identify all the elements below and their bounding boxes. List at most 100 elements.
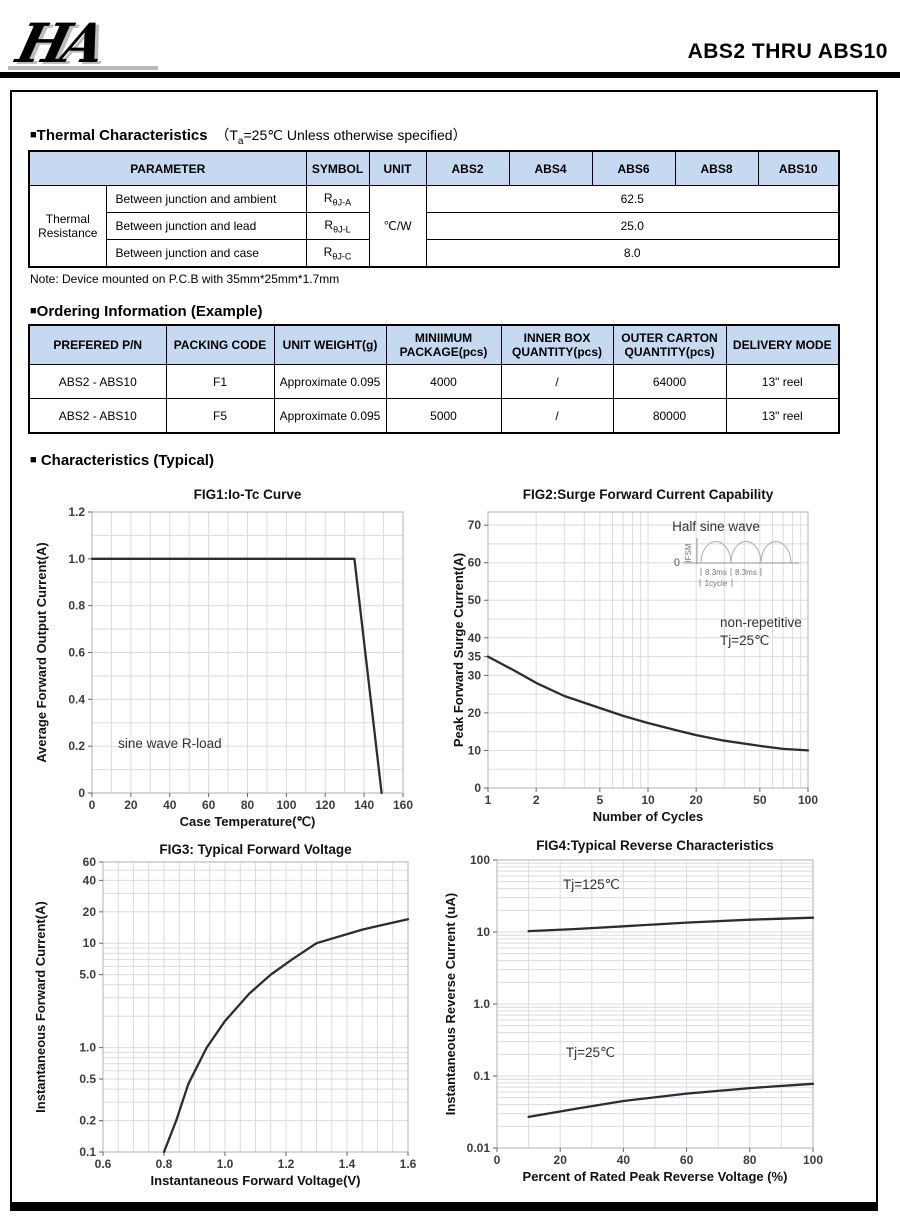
svg-text:FIG3: Typical Forward Voltage: FIG3: Typical Forward Voltage <box>159 842 352 857</box>
svg-text:40: 40 <box>163 798 177 812</box>
cell: F5 <box>165 398 275 434</box>
col-header-unit-weight: UNIT WEIGHT(g) <box>273 324 387 365</box>
thermal-note: Note: Device mounted on P.C.B with 35mm*… <box>30 272 340 286</box>
unit-cell: ℃/W <box>368 185 427 268</box>
svg-text:120: 120 <box>315 798 335 812</box>
svg-text:100: 100 <box>470 853 490 867</box>
parameter-cell: Between junction and case <box>105 239 307 268</box>
fig3-forward-voltage-chart: 0.6 0.8 1.0 1.2 1.4 1.6 0.1 0.2 0.5 1.0 5.0 10 20 40 6… <box>33 842 417 1188</box>
col-header-abs8: ABS8 <box>674 150 759 186</box>
logo-underline <box>8 66 158 70</box>
value-cell: 62.5 <box>425 185 840 213</box>
page-title: ABS2 THRU ABS10 <box>687 40 888 63</box>
svg-text:0.2: 0.2 <box>68 739 85 753</box>
svg-text:0: 0 <box>78 786 85 800</box>
bullet-icon: ■ <box>30 454 37 466</box>
svg-text:50: 50 <box>753 793 767 807</box>
svg-text:20: 20 <box>468 706 482 720</box>
thermal-section-heading: ■Thermal Characteristics （Ta=25℃ Unless … <box>30 125 467 147</box>
svg-text:20: 20 <box>83 905 97 919</box>
cell: 13" reel <box>725 364 840 399</box>
svg-text:5: 5 <box>596 793 603 807</box>
svg-text:10: 10 <box>83 936 97 950</box>
fig4-reverse-characteristics-chart: 0 20 40 60 80 100 0.01 0.1 1.0 10 100 FIG4:Typical … <box>443 838 823 1184</box>
svg-text:140: 140 <box>354 798 374 812</box>
svg-text:FIG1:Io-Tc Curve: FIG1:Io-Tc Curve <box>194 487 302 502</box>
svg-text:1.0: 1.0 <box>68 552 85 566</box>
svg-text:1: 1 <box>485 793 492 807</box>
svg-text:40: 40 <box>83 873 97 887</box>
svg-text:1.2: 1.2 <box>68 505 85 519</box>
svg-text:20: 20 <box>554 1153 568 1167</box>
svg-text:10: 10 <box>477 925 491 939</box>
svg-text:0.1: 0.1 <box>473 1069 490 1083</box>
svg-text:5.0: 5.0 <box>79 968 96 982</box>
fig1-io-tc-curve-chart: 0 20 40 60 80 100 120 140 160 0 0.2 0.4 0.6 0.8 1.0 1.2… <box>34 487 413 829</box>
svg-text:0: 0 <box>674 557 680 569</box>
svg-text:Peak Forward Surge Current(A): Peak Forward Surge Current(A) <box>451 553 466 747</box>
parameter-cell: Between junction and ambient <box>105 185 307 213</box>
svg-text:10: 10 <box>468 743 482 757</box>
bullet-icon: ■ <box>30 305 37 317</box>
cell: Approximate 0.095 <box>273 398 387 434</box>
cell: 64000 <box>612 364 727 399</box>
svg-text:Instantaneous Forward Voltage(: Instantaneous Forward Voltage(V) <box>151 1173 361 1188</box>
svg-text:Tj=125℃: Tj=125℃ <box>563 877 620 892</box>
svg-text:Number of Cycles: Number of Cycles <box>593 809 704 824</box>
value-cell: 8.0 <box>425 239 840 268</box>
svg-text:60: 60 <box>468 556 482 570</box>
symbol-cell: RθJ-A <box>305 185 370 213</box>
col-header-abs10: ABS10 <box>757 150 840 186</box>
svg-text:Case Temperature(℃): Case Temperature(℃) <box>180 814 316 829</box>
symbol-cell: RθJ-L <box>305 212 370 240</box>
fig2-surge-current-chart: 1 2 5 10 20 50 100 0 10 20 30 35 40 50 60 70 FIG2:Surge … <box>451 487 818 824</box>
svg-text:0: 0 <box>474 781 481 795</box>
cell: 5000 <box>385 398 502 434</box>
svg-text:1.0: 1.0 <box>217 1157 234 1171</box>
col-header-abs2: ABS2 <box>425 150 510 186</box>
cell: / <box>500 364 614 399</box>
svg-text:20: 20 <box>124 798 138 812</box>
row-group-label: Thermal Resistance <box>28 185 107 268</box>
cell: / <box>500 398 614 434</box>
symbol-cell: RθJ-C <box>305 239 370 268</box>
svg-text:1cycle: 1cycle <box>705 579 728 588</box>
col-header-packing-code: PACKING CODE <box>165 324 275 365</box>
svg-text:0.01: 0.01 <box>467 1141 491 1155</box>
col-header-outer-carton: OUTER CARTON QUANTITY(pcs) <box>612 324 727 365</box>
table-row: Between junction and case RθJ-C 8.0 <box>29 239 840 268</box>
svg-text:2: 2 <box>533 793 540 807</box>
cell: ABS2 - ABS10 <box>28 398 167 434</box>
svg-text:100: 100 <box>803 1153 823 1167</box>
ordering-heading-text: Ordering Information (Example) <box>36 303 263 320</box>
svg-text:0.8: 0.8 <box>156 1157 173 1171</box>
svg-text:40: 40 <box>468 631 482 645</box>
svg-text:50: 50 <box>468 593 482 607</box>
svg-text:Half sine wave: Half sine wave <box>672 519 760 534</box>
svg-text:non-repetitive: non-repetitive <box>720 615 802 630</box>
svg-text:0.8: 0.8 <box>68 599 85 613</box>
col-header-inner-box: INNER BOX QUANTITY(pcs) <box>500 324 614 365</box>
svg-text:0.6: 0.6 <box>95 1157 112 1171</box>
svg-text:100: 100 <box>276 798 296 812</box>
thermal-heading-text: Thermal Characteristics <box>36 127 208 144</box>
svg-text:8.3ms: 8.3ms <box>705 568 727 577</box>
thermal-condition: （Ta=25℃ Unless otherwise specified） <box>215 127 467 147</box>
svg-text:20: 20 <box>689 793 703 807</box>
svg-text:1.4: 1.4 <box>339 1157 356 1171</box>
svg-text:1.0: 1.0 <box>79 1041 96 1055</box>
svg-text:100: 100 <box>798 793 818 807</box>
svg-text:80: 80 <box>241 798 255 812</box>
characteristics-section-heading: ■ Characteristics (Typical) <box>30 452 214 469</box>
thermal-table: PARAMETER SYMBOL UNIT ABS2 ABS4 ABS6 ABS… <box>28 150 840 268</box>
cell: 4000 <box>385 364 502 399</box>
svg-text:60: 60 <box>202 798 216 812</box>
svg-text:0.5: 0.5 <box>79 1072 96 1086</box>
svg-text:FIG2:Surge Forward Current Cap: FIG2:Surge Forward Current Capability <box>523 487 774 502</box>
svg-text:0.4: 0.4 <box>68 692 85 706</box>
svg-text:70: 70 <box>468 518 482 532</box>
svg-text:Instantaneous Reverse Current: Instantaneous Reverse Current (uA) <box>443 893 458 1116</box>
table-row: Between junction and lead RθJ-L 25.0 <box>29 212 840 240</box>
col-header-abs4: ABS4 <box>508 150 593 186</box>
svg-text:60: 60 <box>680 1153 694 1167</box>
